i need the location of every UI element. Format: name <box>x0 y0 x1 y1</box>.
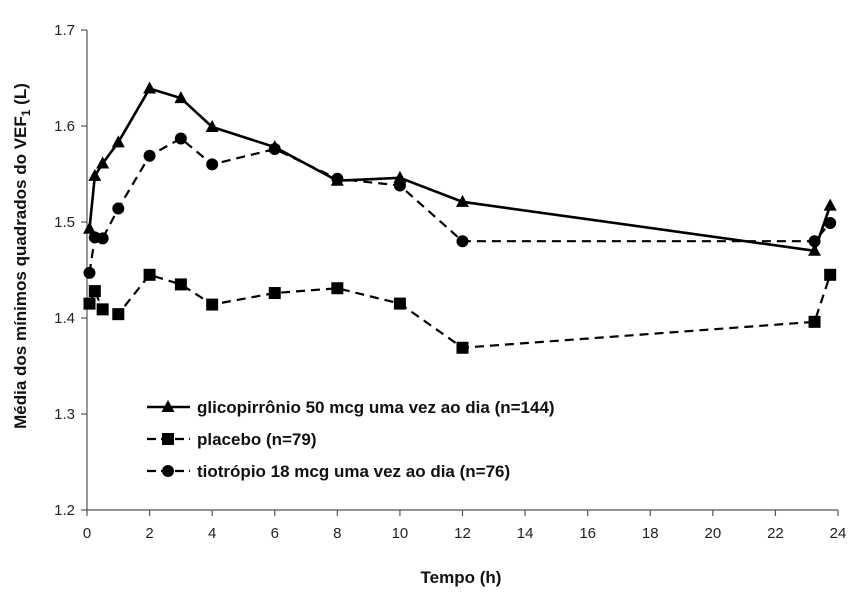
legend-label: glicopirrônio 50 mcg uma vez ao dia (n=1… <box>197 398 555 417</box>
x-tick-label: 4 <box>208 525 216 542</box>
legend: glicopirrônio 50 mcg uma vez ao dia (n=1… <box>147 398 555 481</box>
data-point <box>808 315 821 328</box>
data-point <box>112 308 125 321</box>
data-point <box>174 278 187 291</box>
data-point <box>456 235 469 248</box>
legend-label: tiotrópio 18 mcg uma vez ao dia (n=76) <box>197 462 510 481</box>
data-point <box>83 221 97 234</box>
series-triangle <box>83 81 837 256</box>
x-axis-title: Tempo (h) <box>421 568 502 587</box>
legend-marker <box>162 433 174 445</box>
data-point <box>96 232 109 245</box>
legend-marker <box>161 400 175 412</box>
x-tick-label: 2 <box>145 525 153 542</box>
x-tick-label: 18 <box>642 525 659 542</box>
y-tick-label: 1.5 <box>54 214 75 231</box>
legend-entry: placebo (n=79) <box>147 430 317 449</box>
y-tick-label: 1.7 <box>54 22 75 39</box>
data-point <box>456 341 469 354</box>
y-tick-label: 1.2 <box>54 502 75 519</box>
data-point <box>268 143 281 156</box>
data-point <box>823 198 837 211</box>
series-square <box>83 268 837 354</box>
series-circle <box>83 132 837 279</box>
data-point <box>88 168 102 181</box>
data-point <box>83 297 96 310</box>
legend-entry: glicopirrônio 50 mcg uma vez ao dia (n=1… <box>147 398 555 417</box>
data-point <box>96 303 109 316</box>
data-point <box>331 172 344 185</box>
data-point <box>393 179 406 192</box>
data-point <box>112 202 125 215</box>
data-point <box>174 91 188 104</box>
y-axis-title-unit: (L) <box>11 83 30 109</box>
data-point <box>808 243 822 256</box>
legend-label: placebo (n=79) <box>197 430 317 449</box>
x-tick-label: 6 <box>271 525 279 542</box>
y-axis-title-main: Média dos mínimos quadrados do VEF <box>11 116 30 429</box>
data-point <box>206 298 219 311</box>
x-tick-label: 8 <box>333 525 341 542</box>
data-point <box>143 149 156 162</box>
data-point <box>88 285 101 298</box>
data-point <box>143 268 156 281</box>
legend-marker <box>162 465 174 477</box>
axes: 1.21.31.41.51.61.70 2 4 6 8 10 12 14 16 18 20 22 24 <box>54 22 846 542</box>
x-tick-label: 12 <box>454 525 471 542</box>
x-tick-label: 0 <box>83 525 91 542</box>
series-line <box>88 87 832 253</box>
plot-area <box>83 81 837 354</box>
x-tick-label: 16 <box>579 525 596 542</box>
y-tick-label: 1.3 <box>54 406 75 423</box>
data-point <box>331 282 344 295</box>
data-point <box>174 132 187 145</box>
data-point <box>96 156 110 169</box>
data-point <box>111 135 125 148</box>
series-line <box>88 273 832 349</box>
x-tick-label: 22 <box>767 525 784 542</box>
data-point <box>393 170 407 183</box>
y-tick-label: 1.4 <box>54 310 75 327</box>
legend-entry: tiotrópio 18 mcg uma vez ao dia (n=76) <box>147 462 510 481</box>
x-tick-label: 14 <box>517 525 534 542</box>
data-point <box>268 287 281 300</box>
data-point <box>456 194 469 207</box>
data-point <box>206 158 219 171</box>
x-tick-label: 24 <box>830 525 847 542</box>
data-point <box>205 119 219 132</box>
data-point <box>824 268 837 281</box>
data-point <box>808 235 821 248</box>
data-point <box>393 297 406 310</box>
data-point <box>824 216 837 229</box>
y-tick-label: 1.6 <box>54 118 75 135</box>
y-axis-title: Média dos mínimos quadrados do VEF1 (L) <box>11 83 33 429</box>
data-point <box>143 81 157 94</box>
y-axis-title-subscript: 1 <box>19 109 33 116</box>
data-point <box>83 266 96 279</box>
x-tick-label: 10 <box>392 525 409 542</box>
x-tick-label: 20 <box>704 525 721 542</box>
